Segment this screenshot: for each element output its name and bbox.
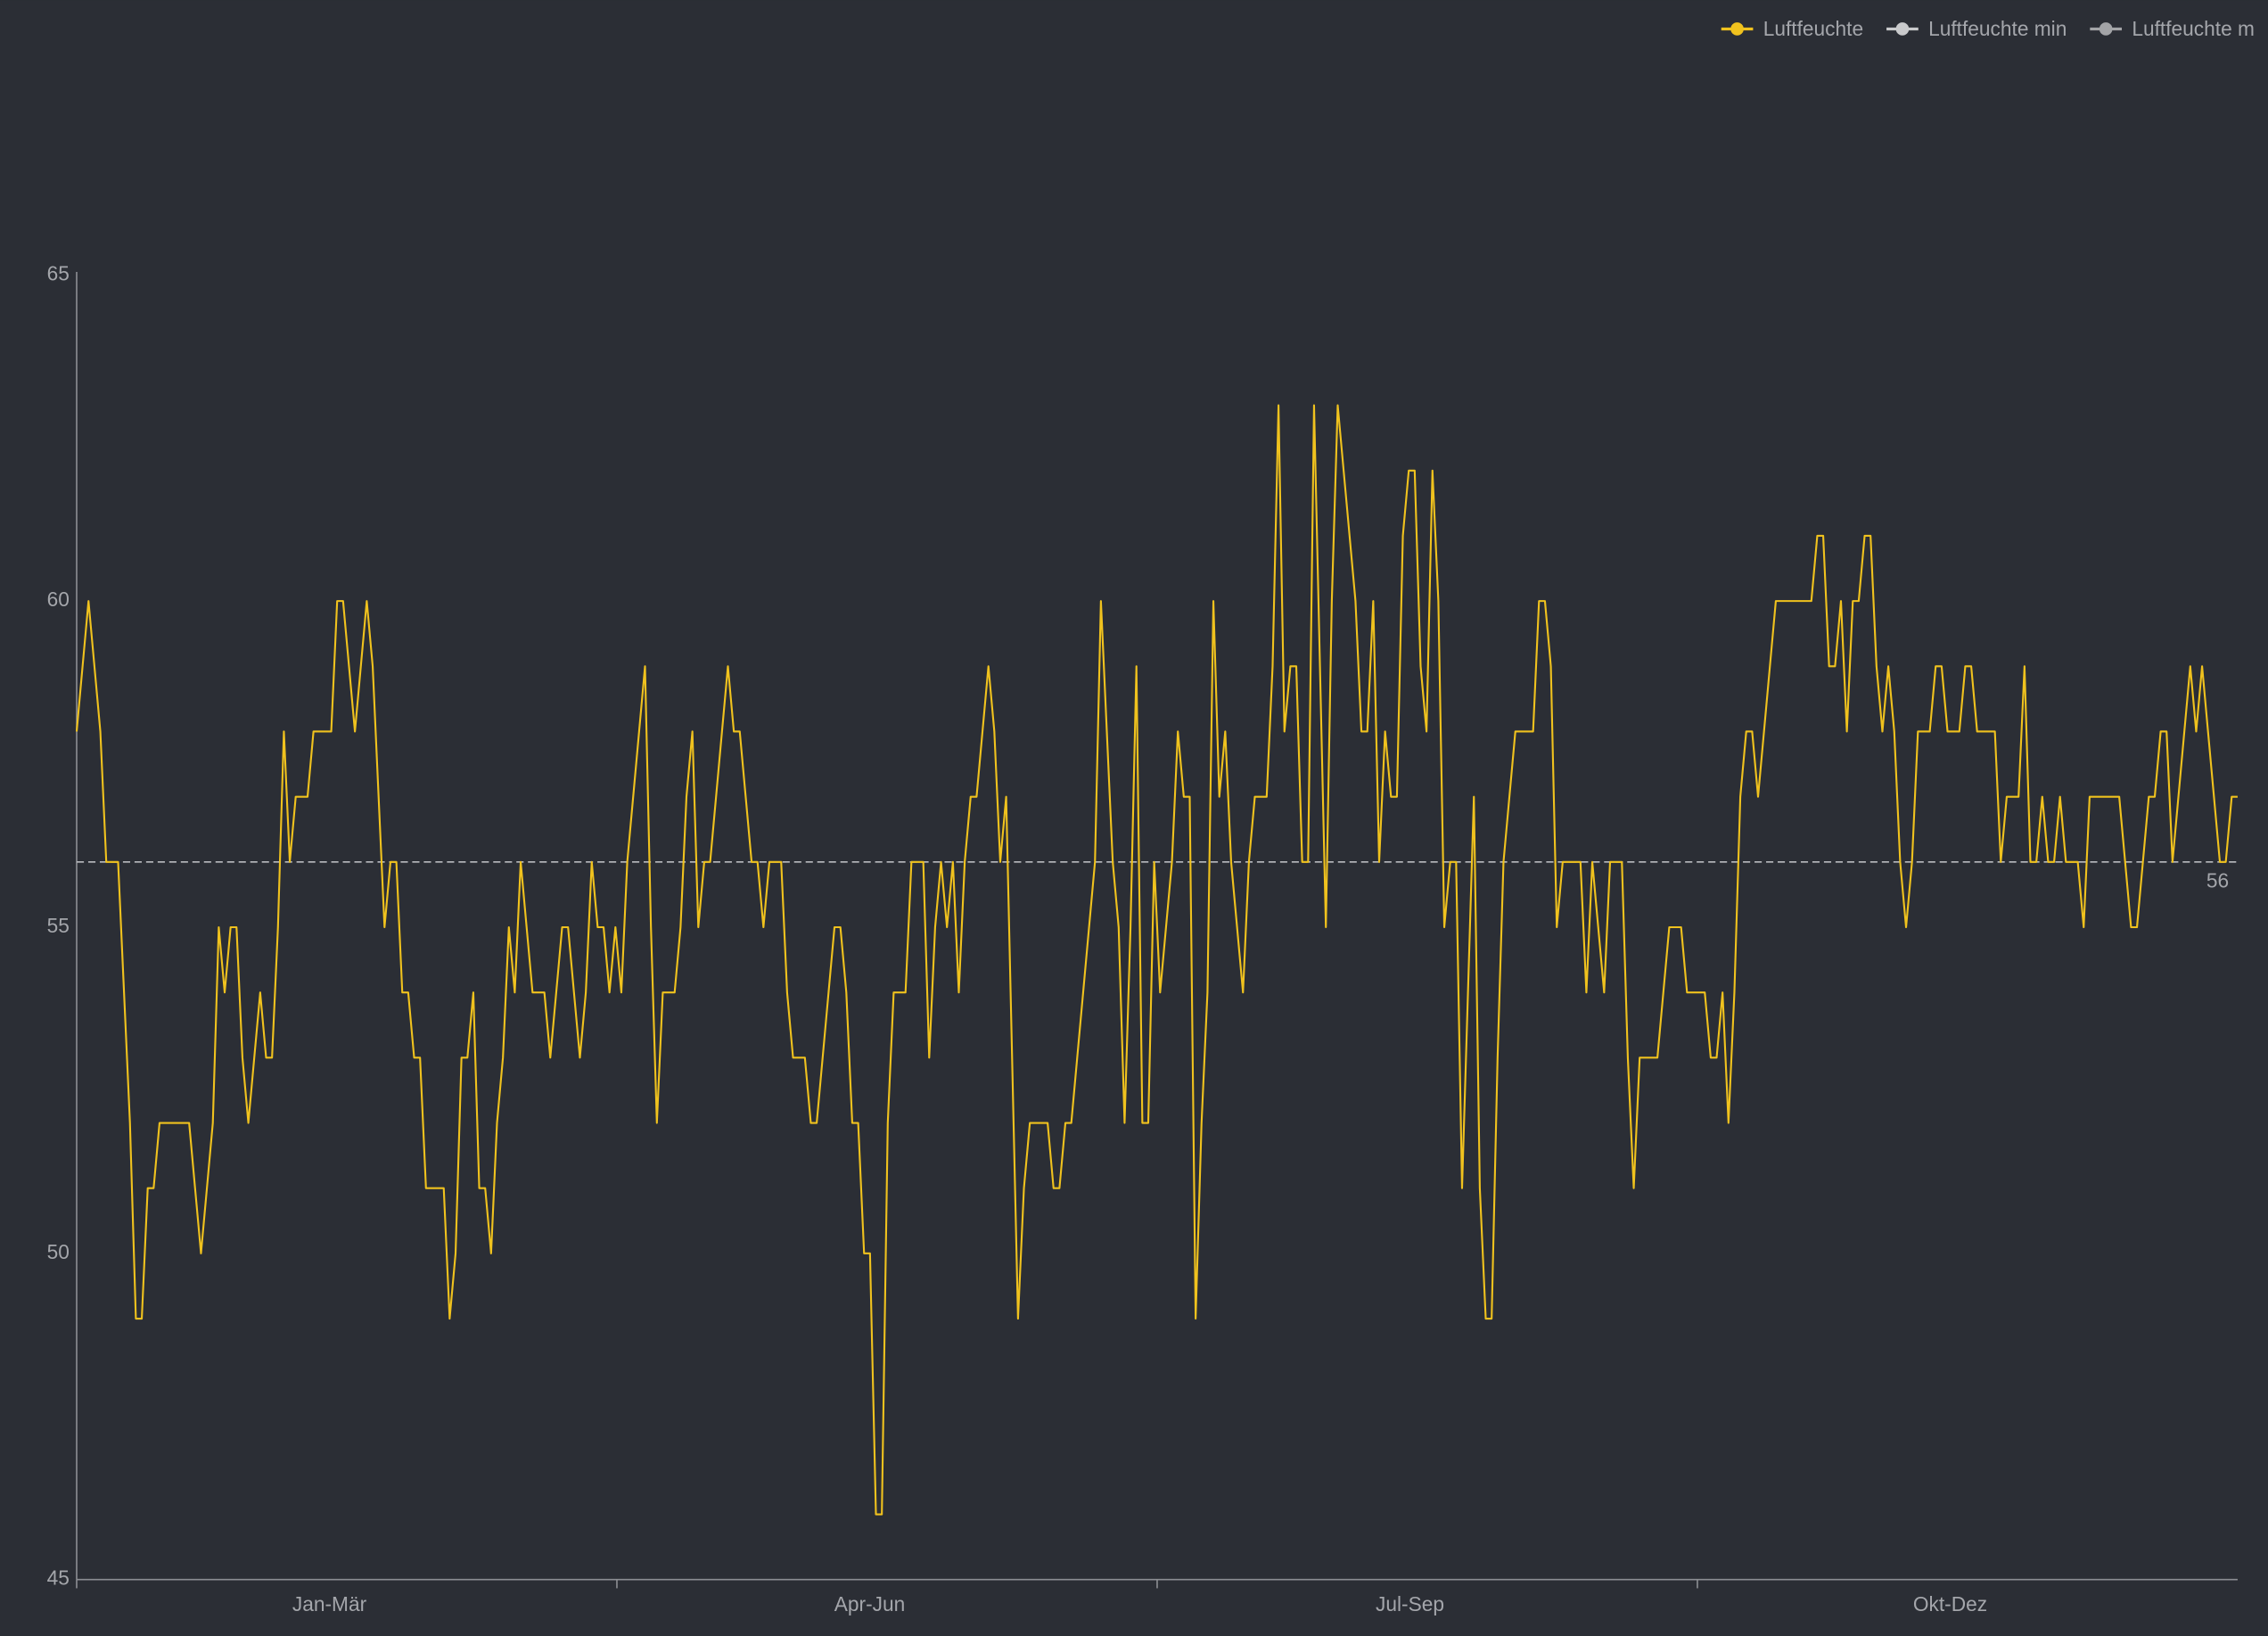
- mean-label: 56: [2206, 869, 2229, 892]
- x-tick-label: Jan-Mär: [292, 1592, 367, 1615]
- legend-label: Luftfeuchte min: [1928, 17, 2067, 40]
- x-tick-label: Okt-Dez: [1913, 1592, 1987, 1615]
- legend-swatch-dot: [1895, 22, 1910, 36]
- legend-label: Luftfeuchte: [1763, 17, 1863, 40]
- legend-swatch-dot: [2099, 22, 2113, 36]
- y-tick-label: 60: [47, 588, 70, 611]
- x-tick-label: Apr-Jun: [834, 1592, 906, 1615]
- y-tick-label: 55: [47, 914, 70, 937]
- y-tick-label: 45: [47, 1566, 70, 1590]
- legend-swatch-dot: [1730, 22, 1744, 36]
- y-tick-label: 50: [47, 1240, 70, 1263]
- x-tick-label: Jul-Sep: [1376, 1592, 1444, 1615]
- y-tick-label: 65: [47, 261, 70, 284]
- data-line: [75, 404, 2238, 1516]
- legend-label: Luftfeuchte m: [2132, 17, 2255, 40]
